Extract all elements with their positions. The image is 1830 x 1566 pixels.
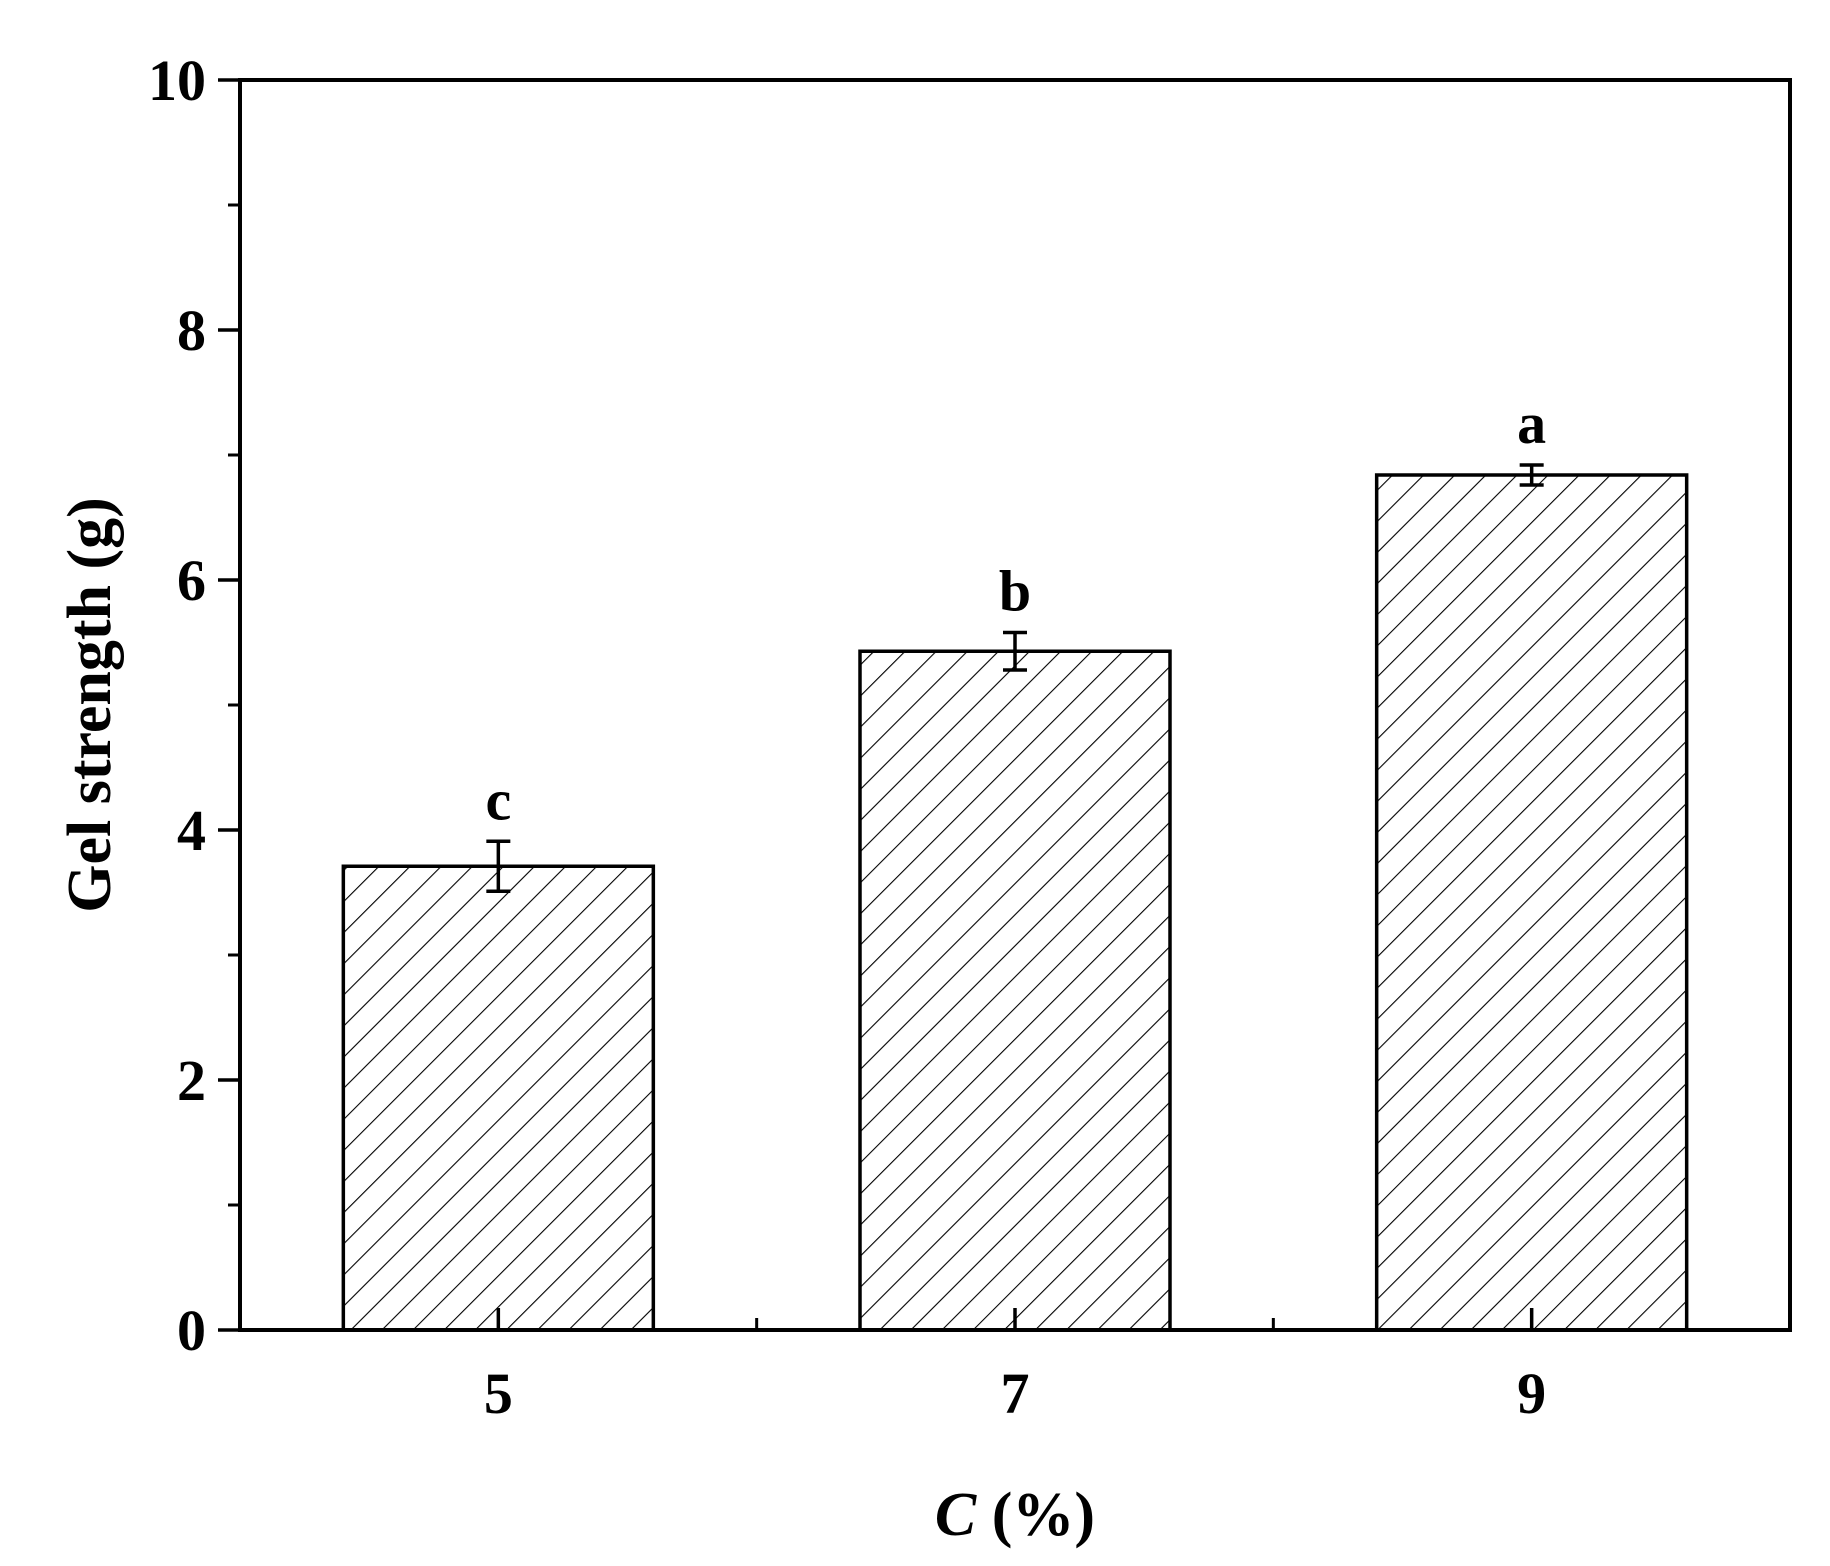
error-bar-9 [1519,463,1544,487]
x-axis-variable: C [935,1481,977,1549]
significance-label-a: a [1517,391,1546,456]
error-bar-5 [486,839,511,893]
x-axis-unit: (%) [976,1481,1095,1549]
y-tick-label-6: 6 [177,548,206,613]
x-tick-label-5: 5 [484,1361,513,1426]
bar-9 [1374,473,1689,1332]
labels-layer: c 5 b 7 a 9 0 2 4 6 8 10 [148,48,1546,1426]
y-tick-label-4: 4 [177,798,206,863]
x-tick-label-9: 9 [1517,1361,1546,1426]
significance-label-c: c [485,767,511,832]
y-axis-title: Gel strength (g) [56,497,124,913]
y-tick-label-10: 10 [148,48,206,113]
bar-7 [858,649,1172,1332]
x-tick-label-7: 7 [1001,1361,1030,1426]
error-bar-7 [1003,630,1027,672]
y-tick-label-0: 0 [177,1298,206,1363]
significance-label-b: b [999,559,1031,624]
x-axis-title: C (%) [935,1481,1095,1549]
ticks-layer [218,78,1534,1332]
error-bars-layer [486,463,1544,893]
bar-5 [341,864,656,1332]
y-tick-label-8: 8 [177,298,206,363]
y-tick-label-2: 2 [177,1048,206,1113]
